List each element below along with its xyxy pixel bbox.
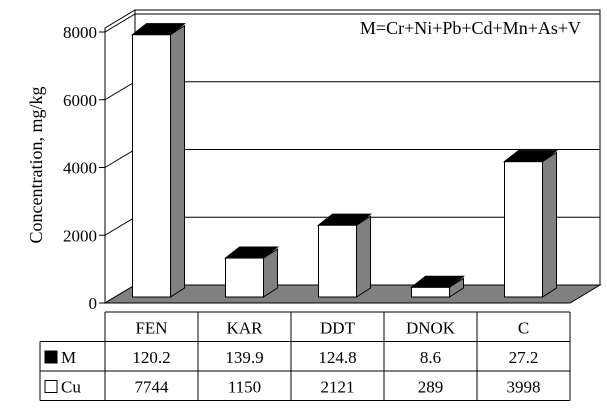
bar-side-cu xyxy=(542,151,557,298)
data-label: 124.8 xyxy=(318,348,356,367)
gridline-side xyxy=(104,81,136,101)
bar-side-cu xyxy=(356,215,371,298)
annotation: M=Cr+Ni+Pb+Cd+Mn+As+V xyxy=(360,18,581,38)
y-axis-title: Concentration, mg/kg xyxy=(26,87,46,244)
x-tick-label: FEN xyxy=(135,319,167,338)
data-label: 1150 xyxy=(228,378,261,397)
bar-cu xyxy=(225,257,264,298)
y-tick-label: 8000 xyxy=(63,23,97,42)
y-tick-label: 0 xyxy=(89,294,98,313)
bar-cu xyxy=(132,34,171,298)
legend-marker-m xyxy=(44,350,58,364)
data-label: 139.9 xyxy=(225,348,263,367)
data-label: 120.2 xyxy=(132,348,170,367)
data-label: 289 xyxy=(418,378,444,397)
bar-cu xyxy=(411,286,450,298)
data-label: 27.2 xyxy=(509,348,539,367)
x-tick-label: DNOK xyxy=(406,319,456,338)
bar-m xyxy=(224,246,279,259)
side-wall xyxy=(104,9,136,304)
data-label: 7744 xyxy=(135,378,170,397)
x-tick-label: KAR xyxy=(227,319,264,338)
x-tick-label: DDT xyxy=(320,319,356,338)
bar-m xyxy=(410,275,465,288)
data-table: FEN KAR DDT DNOK C M 120.2 139.9 124.8 8.6 27.2 Cu 7… xyxy=(39,311,571,401)
chart-text-layer: 0 2000 4000 6000 8000 Concentration, mg/kg M=C… xyxy=(26,18,581,313)
bar-cu xyxy=(504,161,543,298)
chart-bars-layer xyxy=(131,23,558,298)
y-tick-label: 4000 xyxy=(63,159,97,178)
legend-marker-cu xyxy=(44,380,58,393)
data-label: 8.6 xyxy=(420,348,441,367)
bar-m xyxy=(503,150,558,163)
legend-label: Cu xyxy=(61,378,81,397)
bar-m xyxy=(317,213,372,226)
gridline-side xyxy=(104,149,136,168)
gridline-side xyxy=(104,13,136,33)
bar-m xyxy=(131,23,186,36)
data-label: 3998 xyxy=(507,378,541,397)
gridline-side xyxy=(104,216,136,236)
legend-label: M xyxy=(61,348,76,367)
bar-side-cu xyxy=(170,24,185,298)
bar-cu xyxy=(318,224,357,298)
y-tick-label: 2000 xyxy=(63,226,97,245)
x-tick-label: C xyxy=(518,319,529,338)
data-label: 2121 xyxy=(321,378,355,397)
y-tick-label: 6000 xyxy=(63,91,97,110)
